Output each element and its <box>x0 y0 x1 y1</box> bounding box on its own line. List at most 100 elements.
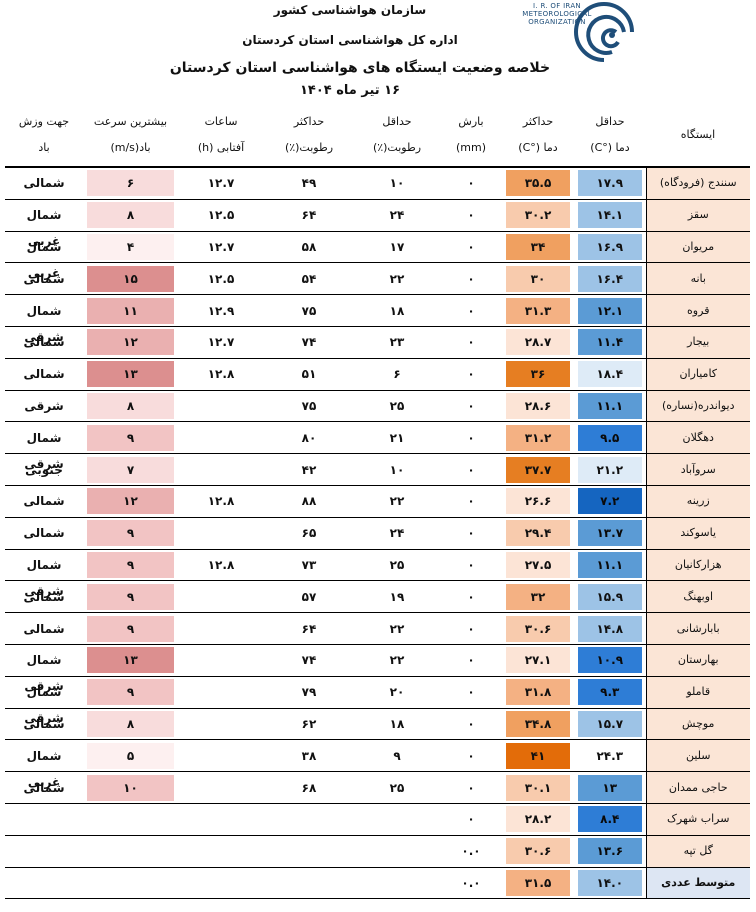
cell-value: ۹ <box>393 748 401 763</box>
cell-value: ۰.۰ <box>461 844 481 859</box>
table-row: حاجی ممدان ۱۳ ۳۰.۱ ۰ ۲۵ ۶۸ ۱۰ شمالی <box>5 771 750 804</box>
cell-value: ۱۷.۹ <box>578 170 642 197</box>
cell-dir: جنوبی <box>5 454 83 486</box>
cell-value: ۱۰.۹ <box>578 647 642 674</box>
cell-tmin: ۱۳.۶ <box>574 835 646 867</box>
cell-rhmin: ۲۵ <box>354 390 440 422</box>
cell-value: ۰ <box>467 462 475 477</box>
cell-value: ۳۱.۵ <box>506 869 570 896</box>
cell-value: ۹.۳ <box>578 679 642 706</box>
column-header-line: رطوبت(٪) <box>372 141 422 154</box>
cell-rhmin: ۱۰ <box>354 167 440 199</box>
cell-value: ۱۲.۵ <box>207 271 235 286</box>
cell-tmin: ۲۱.۲ <box>574 454 646 486</box>
cell-value: ۰ <box>467 589 475 604</box>
report-title: خلاصه وضعیت ایستگاه های هواشناسی استان ک… <box>169 60 551 76</box>
cell-tmax: ۲۹.۴ <box>502 517 574 549</box>
cell-tmin: ۹.۳ <box>574 676 646 708</box>
cell-rhmin: ۲۲ <box>354 263 440 295</box>
cell-sun: ۱۲.۹ <box>178 295 264 327</box>
cell-tmin: ۱۴.۸ <box>574 613 646 645</box>
cell-value <box>87 838 174 864</box>
cell-value: ۶۴ <box>301 208 317 223</box>
cell-sun <box>178 772 264 804</box>
cell-precip: ۰ <box>440 517 502 549</box>
cell-rhmax: ۶۲ <box>264 708 354 740</box>
column-header-tmin: حداقل دما (°C) <box>574 104 646 168</box>
cell-value: ۲۲ <box>389 653 405 668</box>
cell-value <box>10 806 78 832</box>
cell-tmin: ۱۴.۱ <box>574 199 646 231</box>
cell-tmax: ۴۱ <box>502 740 574 772</box>
cell-value <box>183 870 259 896</box>
cell-tmax: ۳۱.۳ <box>502 295 574 327</box>
cell-rhmin: ۲۲ <box>354 644 440 676</box>
cell-dir: شمال شرقی <box>5 644 83 694</box>
cell-value: ۱۲.۸ <box>207 367 235 382</box>
column-header-tmax: حداکثر دما (°C) <box>502 104 574 168</box>
cell-value: ۲۳ <box>389 335 405 350</box>
cell-value: شمالی <box>23 589 65 604</box>
cell-tmin: ۱۳ <box>574 772 646 804</box>
cell-dir: شمالی <box>5 326 83 358</box>
cell-tmax: ۲۸.۶ <box>502 390 574 422</box>
cell-value: بانه <box>690 271 706 285</box>
cell-value: ۹ <box>87 520 174 547</box>
column-header-line: باد <box>38 141 50 154</box>
cell-rhmin: ۶ <box>354 358 440 390</box>
table-row: سنندج (فرودگاه) ۱۷.۹ ۳۵.۵ ۰ ۱۰ ۴۹ ۱۲.۷ ۶ شمالی <box>5 167 750 200</box>
report-header: I. R. OF IRAN METEOROLOGICAL ORGANIZATIO… <box>0 0 756 104</box>
cell-value: ۰ <box>467 176 475 191</box>
cell-tmin: ۱۵.۹ <box>574 581 646 613</box>
cell-value: ۱۲.۸ <box>207 557 235 572</box>
cell-value: اوبهنگ <box>683 589 714 603</box>
cell-rhmin: ۲۵ <box>354 549 440 581</box>
cell-precip: ۰.۰ <box>440 867 502 899</box>
cell-gust: ۱۳ <box>83 644 178 676</box>
cell-rhmax: ۶۴ <box>264 613 354 645</box>
cell-station: بابارشانی <box>645 612 750 645</box>
cell-sun <box>178 581 264 613</box>
department-name: اداره کل هواشناسی استان کردستان <box>242 33 458 47</box>
cell-value: ۳۱.۳ <box>506 297 570 324</box>
cell-value: ۲۴ <box>389 526 405 541</box>
cell-value <box>183 647 259 673</box>
cell-rhmax: ۸۸ <box>264 485 354 517</box>
cell-precip: ۰ <box>440 390 502 422</box>
cell-value: ۰ <box>467 239 475 254</box>
cell-value: ۴ <box>87 233 174 260</box>
cell-gust: ۹ <box>83 549 178 581</box>
cell-rhmax: ۴۹ <box>264 167 354 199</box>
cell-value: سنندج (فرودگاه) <box>659 176 737 190</box>
cell-tmax: ۳۱.۲ <box>502 422 574 454</box>
cell-value: سلین <box>685 748 711 762</box>
logo-text: I. R. OF IRAN METEOROLOGICAL ORGANIZATIO… <box>512 2 602 26</box>
cell-rhmax: ۵۷ <box>264 581 354 613</box>
cell-value: ۱۳.۷ <box>578 520 642 547</box>
column-header-sun: ساعات آفتابی (h) <box>178 104 264 168</box>
cell-rhmax <box>264 835 354 867</box>
cell-gust: ۱۱ <box>83 295 178 327</box>
cell-value <box>269 870 349 896</box>
cell-dir: شمال شرقی <box>5 422 83 471</box>
cell-precip: ۰ <box>440 167 502 199</box>
cell-precip: ۰ <box>440 231 502 263</box>
cell-value: ۰ <box>467 398 475 413</box>
cell-precip: ۰ <box>440 803 502 835</box>
cell-value <box>87 870 174 896</box>
cell-value: ۳۴.۸ <box>506 710 570 737</box>
cell-value: ۲۵ <box>389 780 405 795</box>
cell-value: ۱۴.۰ <box>578 869 642 896</box>
cell-value: موچش <box>682 716 715 730</box>
cell-tmax: ۳۵.۵ <box>502 167 574 199</box>
cell-value: شمال شرقی <box>24 430 64 471</box>
cell-station: قاملو <box>645 676 750 709</box>
cell-value: قاملو <box>686 685 711 699</box>
column-header-line: بارش <box>458 115 484 128</box>
cell-value: متوسط عددی <box>661 875 736 889</box>
cell-rhmin <box>354 835 440 867</box>
table-header-row: ایستگاه حداقل دما (°C) حداکثر دما (°C) بارش (m… <box>5 104 750 168</box>
cell-value: ۸ <box>87 710 174 737</box>
cell-value: ۰ <box>467 653 475 668</box>
cell-value: شمال شرقی <box>24 653 64 694</box>
